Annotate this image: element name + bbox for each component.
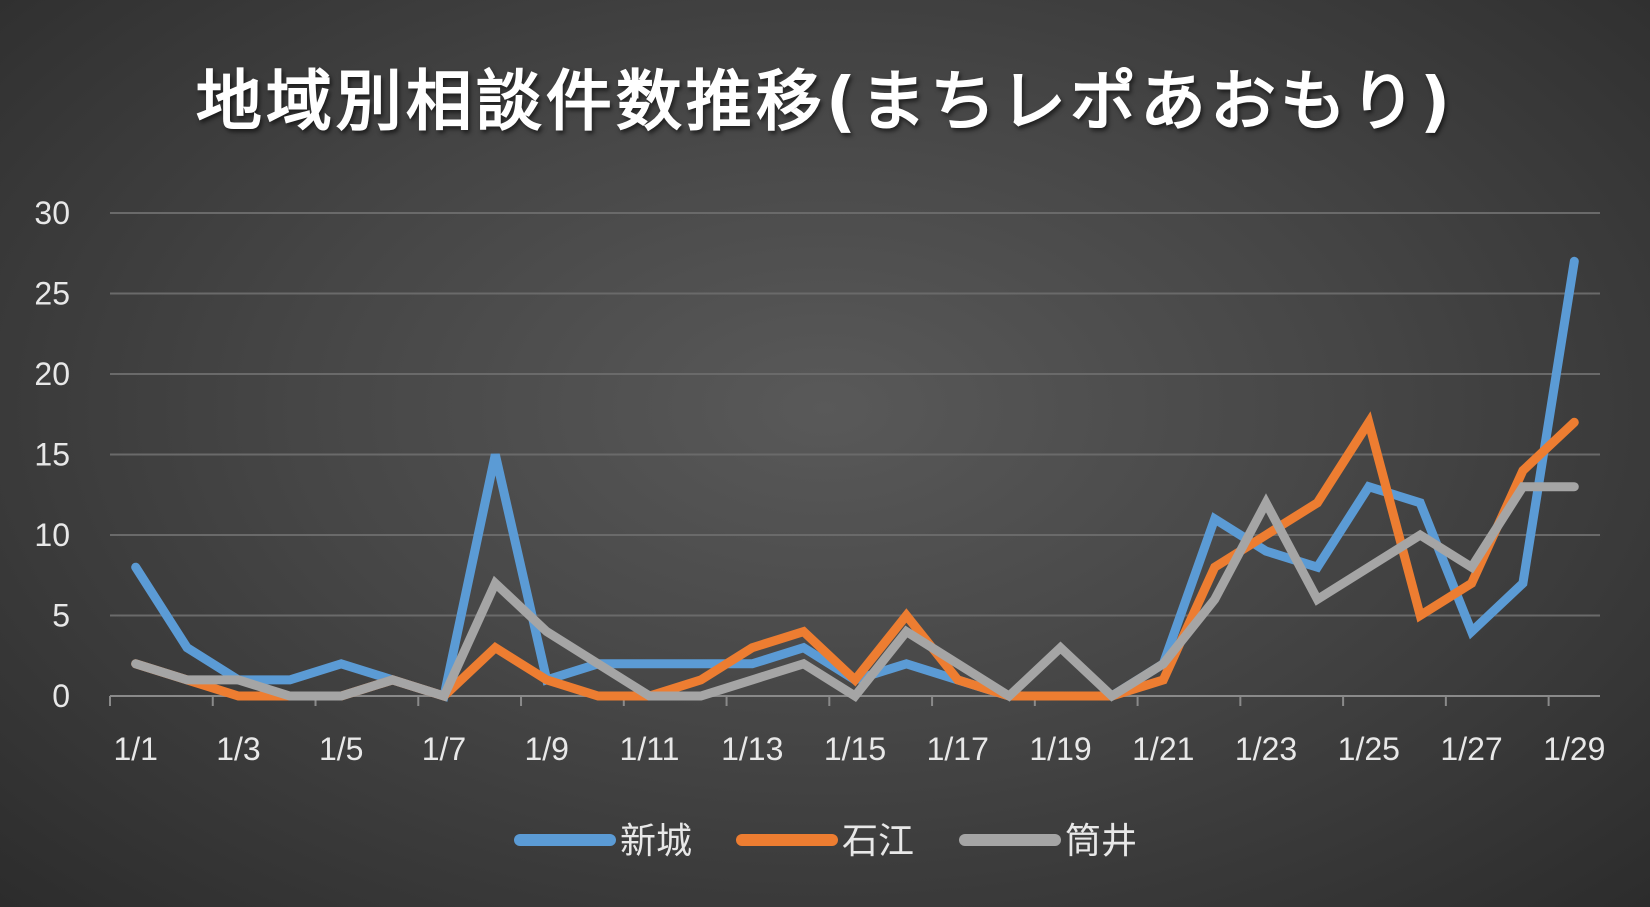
legend-label: 石江 [842, 821, 914, 862]
chart-title: 地域別相談件数推移(まちレポあおもり) [195, 63, 1455, 140]
y-tick-label: 20 [34, 356, 70, 392]
legend-label: 新城 [620, 821, 692, 862]
x-tick-label: 1/9 [524, 731, 568, 767]
legend-item: 筒井 [959, 821, 1137, 862]
x-tick-label: 1/19 [1029, 731, 1091, 767]
series-line-1 [131, 256, 1579, 702]
x-tick-label: 1/23 [1235, 731, 1297, 767]
x-tick-label: 1/1 [113, 731, 157, 767]
y-tick-label: 10 [34, 517, 70, 553]
legend-item: 新城 [514, 821, 692, 862]
x-axis-tick-labels: 1/1 1/3 1/5 1/7 1/9 1/11 1/13 1/15 1/17 1/19 1/21 1… [113, 731, 1605, 767]
y-tick-label: 30 [34, 195, 70, 231]
x-tick-label: 1/21 [1132, 731, 1194, 767]
x-tick-label: 1/17 [927, 731, 989, 767]
x-tick-label: 1/25 [1338, 731, 1400, 767]
x-tick-label: 1/11 [620, 731, 680, 767]
x-tick-label: 1/29 [1543, 731, 1605, 767]
x-tick-label: 1/15 [824, 731, 886, 767]
gridlines [110, 212, 1600, 617]
x-tick-label: 1/3 [216, 731, 260, 767]
y-tick-label: 5 [52, 598, 70, 634]
series-lines [131, 256, 1579, 702]
y-tick-label: 15 [34, 437, 70, 473]
legend-label: 筒井 [1065, 821, 1137, 862]
series-line-2 [131, 411, 1579, 702]
y-tick-label: 25 [34, 276, 70, 312]
x-tick-label: 1/27 [1440, 731, 1502, 767]
series-line-3 [131, 482, 1579, 702]
x-tick-label: 1/5 [319, 731, 363, 767]
y-axis-tick-labels: 0 5 10 15 20 25 30 [34, 195, 70, 714]
x-tick-label: 1/13 [721, 731, 783, 767]
y-tick-label: 0 [52, 678, 70, 714]
x-tick-label: 1/7 [422, 731, 466, 767]
legend: 新城 石江 筒井 [514, 821, 1137, 862]
legend-item: 石江 [736, 821, 914, 862]
